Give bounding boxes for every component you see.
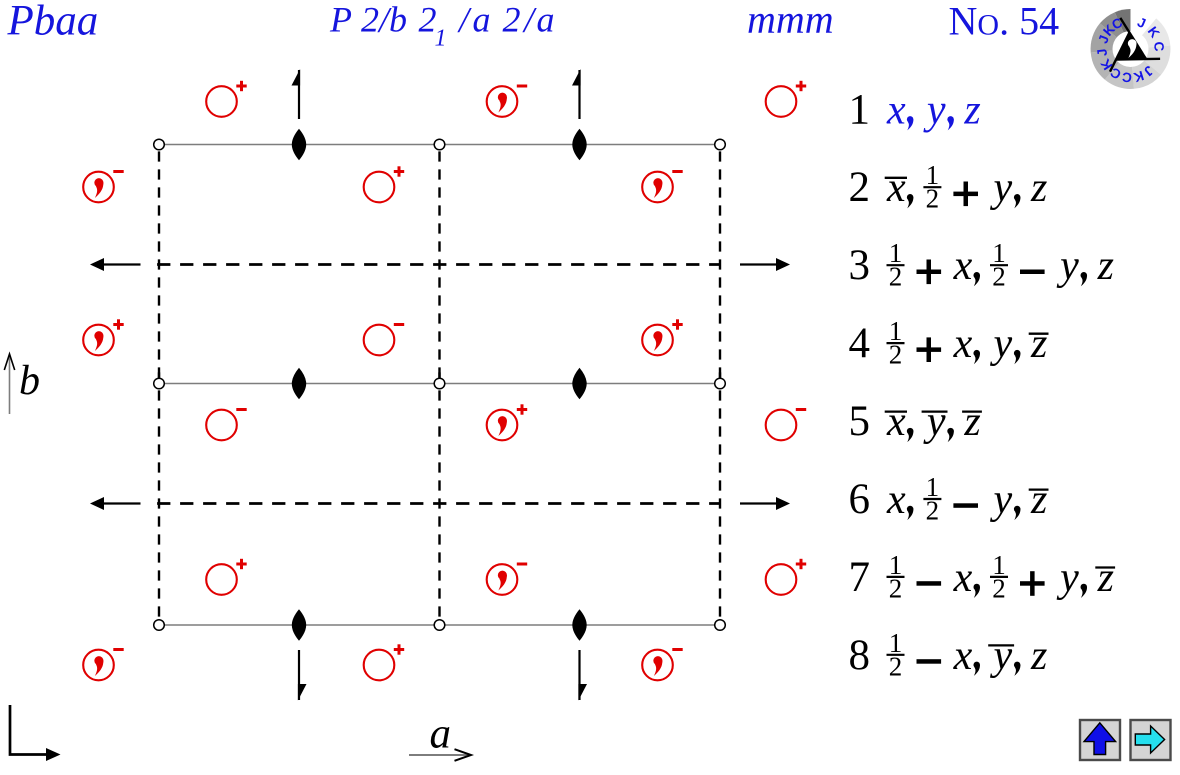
svg-text:1: 1 — [889, 316, 903, 346]
svg-text:8: 8 — [849, 632, 871, 679]
svg-text:Pbaa: Pbaa — [7, 0, 99, 45]
svg-text:b: b — [19, 358, 40, 404]
svg-text:z: z — [963, 399, 980, 445]
svg-text:1: 1 — [992, 550, 1006, 580]
svg-text:y: y — [1056, 555, 1079, 601]
svg-text:z: z — [1030, 321, 1047, 367]
svg-text:mmm: mmm — [747, 0, 834, 42]
svg-text:y: y — [990, 321, 1013, 367]
svg-text:2: 2 — [926, 496, 940, 526]
svg-text:y: y — [923, 87, 946, 133]
svg-text:2: 2 — [503, 0, 521, 40]
svg-text:1: 1 — [992, 238, 1006, 268]
svg-text:z: z — [1030, 633, 1047, 679]
svg-text:z: z — [1030, 165, 1047, 211]
svg-text:1: 1 — [435, 26, 447, 52]
svg-text:y: y — [990, 165, 1013, 211]
svg-text:y: y — [923, 399, 946, 445]
svg-text:x: x — [953, 243, 973, 289]
svg-text:a: a — [473, 0, 491, 40]
svg-text:y: y — [990, 633, 1013, 679]
svg-text:a: a — [430, 711, 452, 758]
svg-text:x: x — [886, 165, 906, 211]
svg-text:2: 2 — [889, 340, 903, 370]
svg-text:/: / — [522, 0, 537, 40]
svg-text:1: 1 — [926, 160, 940, 190]
svg-text:7: 7 — [849, 554, 871, 601]
svg-text:J: J — [1135, 14, 1148, 31]
svg-text:1: 1 — [889, 550, 903, 580]
svg-text:P: P — [329, 0, 352, 40]
svg-text:5: 5 — [849, 398, 871, 445]
svg-text:z: z — [1097, 555, 1114, 601]
svg-text:1: 1 — [889, 238, 903, 268]
svg-text:x: x — [886, 399, 906, 445]
svg-text:y: y — [1056, 243, 1079, 289]
svg-text:a: a — [537, 0, 555, 40]
svg-text:2: 2 — [889, 651, 903, 681]
svg-text:J: J — [1094, 48, 1110, 57]
svg-text:1: 1 — [849, 86, 871, 133]
svg-text:x: x — [953, 321, 973, 367]
svg-text:2/b: 2/b — [361, 0, 407, 40]
svg-text:4: 4 — [849, 320, 871, 367]
svg-text:z: z — [1097, 243, 1114, 289]
svg-text:x: x — [953, 555, 973, 601]
svg-text:2: 2 — [992, 262, 1006, 292]
svg-text:2: 2 — [419, 0, 437, 40]
svg-text:2: 2 — [992, 573, 1006, 603]
svg-text:1: 1 — [889, 628, 903, 658]
svg-text:3: 3 — [849, 242, 871, 289]
svg-text:6: 6 — [849, 476, 871, 523]
svg-text:C: C — [1151, 41, 1167, 52]
svg-text:2: 2 — [889, 573, 903, 603]
svg-text:2: 2 — [926, 184, 940, 214]
svg-text:NO. 54: NO. 54 — [949, 0, 1060, 44]
svg-text:x: x — [886, 477, 906, 523]
svg-text:C: C — [1121, 69, 1133, 85]
svg-text:K: K — [1132, 68, 1146, 85]
svg-text:2: 2 — [889, 262, 903, 292]
svg-text:z: z — [963, 87, 980, 133]
svg-text:x: x — [953, 633, 973, 679]
svg-text:2: 2 — [849, 164, 871, 211]
svg-text:z: z — [1030, 477, 1047, 523]
svg-text:y: y — [990, 477, 1013, 523]
svg-text:/: / — [457, 0, 472, 40]
svg-text:1: 1 — [926, 472, 940, 502]
svg-text:x: x — [886, 87, 906, 133]
